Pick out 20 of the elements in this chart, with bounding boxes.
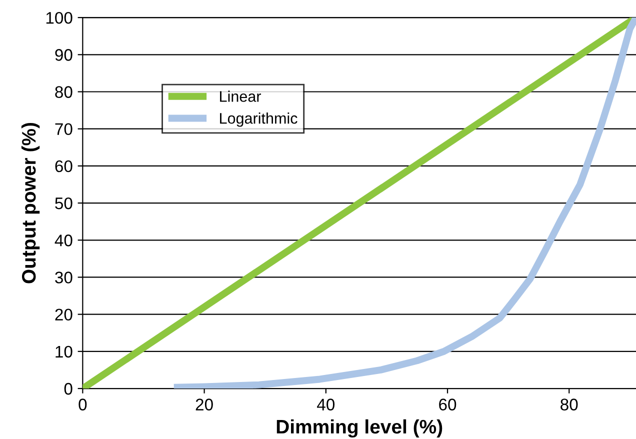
y-tick-label: 10 (56, 346, 72, 358)
x-tick-label: 0 (78, 398, 87, 410)
y-tick-label: 30 (55, 272, 72, 284)
y-tick-label: 20 (55, 308, 72, 321)
x-tick-label: 40 (317, 398, 335, 410)
y-tick-label: 80 (55, 86, 72, 98)
legend-label: Logarithmic (220, 112, 298, 127)
y-axis-title: Output power (%) (21, 122, 40, 284)
x-tick-label: 60 (439, 398, 456, 410)
y-tick-label: 0 (64, 382, 72, 395)
x-tick-label: 80 (560, 398, 578, 410)
y-tick-label: 100 (46, 12, 72, 24)
y-tick-label: 90 (55, 49, 72, 61)
y-tick-label: 70 (55, 123, 72, 136)
legend-label: Linear (220, 90, 261, 102)
x-axis-title: Dimming level (%) (276, 419, 442, 438)
x-tick-label: 20 (196, 398, 213, 410)
y-tick-label: 50 (55, 197, 72, 210)
y-tick-label: 60 (55, 160, 72, 172)
y-tick-label: 40 (54, 234, 72, 246)
